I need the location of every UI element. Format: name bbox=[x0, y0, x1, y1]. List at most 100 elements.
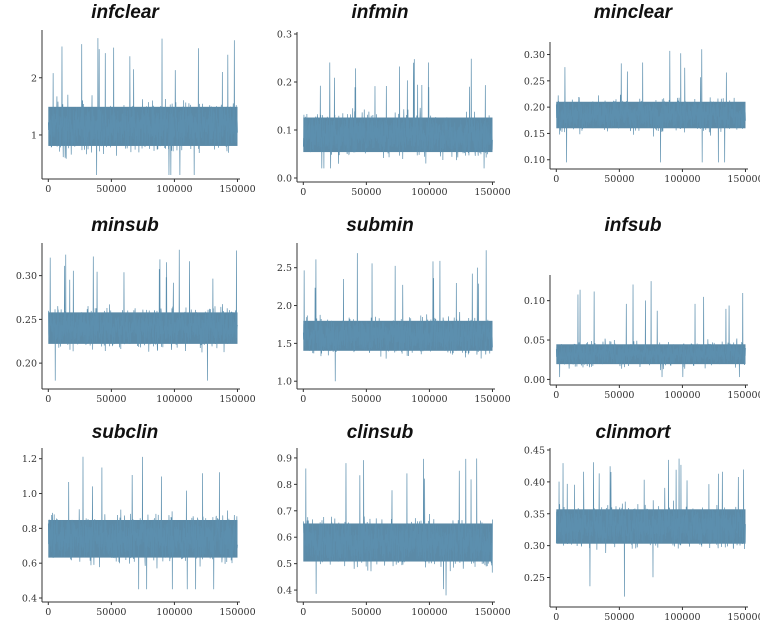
y-tick-label: 0.9 bbox=[277, 453, 292, 464]
y-tick-label: 0.6 bbox=[277, 533, 292, 544]
x-tick-label: 50000 bbox=[96, 394, 126, 405]
panel-infmin: infmin 0.0 0.1 0.2 0.3 0 50000 100000 150000 bbox=[255, 0, 511, 200]
x-tick-label: 100000 bbox=[156, 184, 192, 195]
y-tick-label: 0.10 bbox=[524, 155, 545, 166]
trace-line bbox=[555, 49, 746, 163]
x-tick-label: 150000 bbox=[727, 174, 760, 185]
y-tick-label: 0.45 bbox=[524, 446, 545, 457]
y-tick-label: 1.0 bbox=[22, 489, 37, 500]
y-tick-label: 0.6 bbox=[22, 559, 37, 570]
trace-plot: 0.10 0.15 0.20 0.25 0.30 0 50000 100000 150000 bbox=[524, 42, 760, 185]
x-tick-label: 0 bbox=[45, 184, 51, 195]
x-tick-label: 50000 bbox=[96, 184, 126, 195]
y-tick-label: 0.0 bbox=[277, 174, 292, 185]
panel-title: infmin bbox=[351, 2, 409, 23]
y-tick-label: 0.00 bbox=[524, 375, 545, 386]
panel-title: subclin bbox=[91, 422, 159, 443]
y-tick-label: 0.3 bbox=[277, 30, 292, 41]
y-tick-label: 0.15 bbox=[524, 129, 545, 140]
y-tick-label: 0.1 bbox=[277, 126, 292, 137]
trace-line bbox=[302, 58, 493, 169]
y-tick-label: 1.0 bbox=[277, 377, 292, 388]
y-tick-label: 0.25 bbox=[16, 315, 37, 326]
y-tick-label: 0.20 bbox=[524, 103, 545, 114]
trace-line bbox=[302, 250, 493, 382]
x-tick-label: 150000 bbox=[219, 607, 255, 618]
panel-infsub: infsub 0.00 0.05 0.10 0 50000 100000 150000 bbox=[508, 213, 760, 413]
trace-line bbox=[47, 38, 238, 176]
y-tick-label: 1.5 bbox=[277, 339, 292, 350]
y-tick-label: 0.10 bbox=[524, 296, 545, 307]
x-tick-label: 150000 bbox=[219, 394, 255, 405]
x-tick-label: 0 bbox=[553, 174, 559, 185]
trace-plot: 0.00 0.05 0.10 0 50000 100000 150000 bbox=[524, 275, 760, 401]
x-tick-label: 100000 bbox=[664, 174, 700, 185]
panel-title: clinsub bbox=[346, 422, 414, 443]
y-tick-label: 2 bbox=[31, 73, 37, 84]
x-tick-label: 50000 bbox=[351, 394, 381, 405]
x-tick-label: 100000 bbox=[411, 394, 447, 405]
y-tick-label: 0.20 bbox=[16, 359, 37, 370]
x-tick-label: 150000 bbox=[474, 394, 510, 405]
x-tick-label: 0 bbox=[45, 394, 51, 405]
y-tick-label: 2.5 bbox=[277, 263, 292, 274]
x-tick-label: 0 bbox=[300, 607, 306, 618]
x-tick-label: 100000 bbox=[411, 607, 447, 618]
y-tick-label: 0.30 bbox=[524, 541, 545, 552]
x-tick-label: 100000 bbox=[664, 612, 700, 620]
y-tick-label: 0.7 bbox=[277, 506, 292, 517]
panel-title: infclear bbox=[91, 2, 159, 23]
trace-line bbox=[47, 456, 238, 590]
x-tick-label: 0 bbox=[300, 394, 306, 405]
y-tick-label: 0.05 bbox=[524, 336, 545, 347]
trace-plot: 0.0 0.1 0.2 0.3 0 50000 100000 150000 bbox=[277, 30, 511, 199]
x-tick-label: 100000 bbox=[664, 390, 700, 401]
panel-infclear: infclear 1 2 0 50000 100000 150000 bbox=[0, 0, 256, 200]
y-tick-label: 0.4 bbox=[22, 594, 37, 605]
trace-line bbox=[47, 249, 238, 381]
x-tick-label: 150000 bbox=[727, 612, 760, 620]
panel-clinmort: clinmort 0.25 0.30 0.35 0.40 0.45 0 50000 10000… bbox=[508, 420, 760, 620]
y-tick-label: 0.35 bbox=[524, 509, 545, 520]
panel-clinsub: clinsub 0.4 0.5 0.6 0.7 0.8 0.9 0 50000 100000 15… bbox=[255, 420, 511, 620]
panel-title: infsub bbox=[604, 215, 662, 236]
x-tick-label: 100000 bbox=[156, 394, 192, 405]
trace-plot: 0.4 0.5 0.6 0.7 0.8 0.9 0 50000 100000 150000 bbox=[277, 448, 511, 618]
panel-subclin: subclin 0.4 0.6 0.8 1.0 1.2 0 50000 100000 15000… bbox=[0, 420, 256, 620]
x-tick-label: 150000 bbox=[219, 184, 255, 195]
y-tick-label: 0.30 bbox=[524, 50, 545, 61]
panel-minclear: minclear 0.10 0.15 0.20 0.25 0.30 0 50000 10000… bbox=[508, 0, 760, 200]
trace-plot: 1.0 1.5 2.0 2.5 0 50000 100000 150000 bbox=[277, 243, 511, 405]
x-tick-label: 50000 bbox=[351, 607, 381, 618]
panel-title: clinmort bbox=[595, 422, 671, 443]
y-tick-label: 1.2 bbox=[22, 454, 37, 465]
x-tick-label: 150000 bbox=[474, 607, 510, 618]
panel-title: minclear bbox=[593, 2, 673, 23]
panel-title: minsub bbox=[91, 215, 159, 236]
x-tick-label: 150000 bbox=[727, 390, 760, 401]
x-tick-label: 0 bbox=[300, 187, 306, 198]
panel-submin: submin 1.0 1.5 2.0 2.5 0 50000 100000 150000 bbox=[255, 213, 511, 413]
trace-line bbox=[555, 281, 746, 378]
x-tick-label: 50000 bbox=[96, 607, 126, 618]
y-tick-label: 0.30 bbox=[16, 271, 37, 282]
x-tick-label: 50000 bbox=[604, 390, 634, 401]
y-tick-label: 0.8 bbox=[277, 480, 292, 491]
trace-plot: 0.4 0.6 0.8 1.0 1.2 0 50000 100000 150000 bbox=[22, 448, 256, 618]
y-tick-label: 0.5 bbox=[277, 559, 292, 570]
x-tick-label: 0 bbox=[553, 612, 559, 620]
trace-plot: 0.25 0.30 0.35 0.40 0.45 0 50000 100000 150000 bbox=[524, 446, 760, 620]
y-tick-label: 0.25 bbox=[524, 76, 545, 87]
y-tick-label: 0.4 bbox=[277, 586, 292, 597]
x-tick-label: 0 bbox=[553, 390, 559, 401]
y-tick-label: 0.2 bbox=[277, 78, 292, 89]
y-tick-label: 2.0 bbox=[277, 301, 292, 312]
trace-plot: 1 2 0 50000 100000 150000 bbox=[31, 30, 256, 195]
y-tick-label: 0.40 bbox=[524, 477, 545, 488]
x-tick-label: 0 bbox=[45, 607, 51, 618]
y-tick-label: 0.25 bbox=[524, 573, 545, 584]
x-tick-label: 50000 bbox=[604, 612, 634, 620]
trace-line bbox=[555, 458, 746, 597]
trace-line bbox=[302, 458, 493, 596]
